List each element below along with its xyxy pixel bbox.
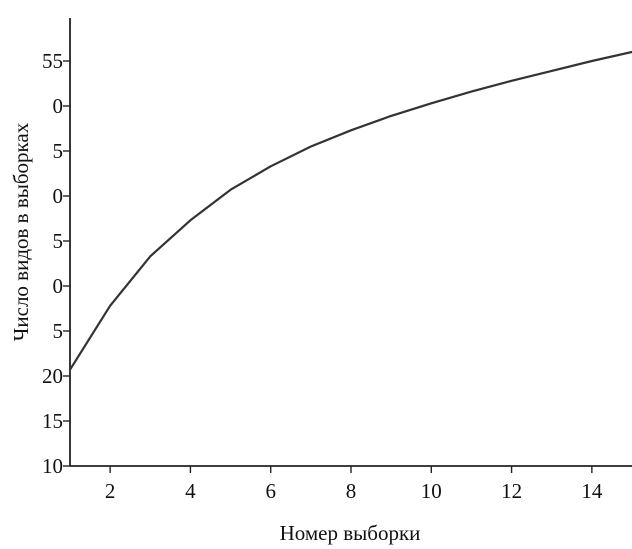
x-tick-label: 6 <box>265 479 276 503</box>
series-line <box>68 50 632 371</box>
y-axis-ticks: 10 15 20 5 0 5 0 5 0 55 <box>42 49 70 478</box>
y-tick-label: 5 <box>53 319 64 343</box>
y-tick-label: 0 <box>53 184 64 208</box>
x-axis-title: Номер выборки <box>280 521 421 545</box>
y-tick-label: 0 <box>53 274 64 298</box>
x-tick-label: 2 <box>105 479 116 503</box>
series-layer <box>68 50 632 371</box>
x-axis-ticks: 2 4 6 8 10 12 14 <box>105 466 603 503</box>
y-tick-label: 10 <box>42 454 63 478</box>
y-tick-label: 5 <box>53 139 64 163</box>
x-tick-label: 4 <box>185 479 196 503</box>
x-tick-label: 12 <box>501 479 522 503</box>
x-tick-label: 10 <box>421 479 442 503</box>
y-tick-label: 5 <box>53 229 64 253</box>
axes <box>69 18 632 467</box>
x-tick-label: 8 <box>346 479 357 503</box>
x-tick-label: 14 <box>581 479 603 503</box>
y-axis-title: Число видов в выборках <box>9 122 33 341</box>
y-tick-label: 15 <box>42 409 63 433</box>
y-tick-label: 0 <box>53 94 64 118</box>
y-tick-label: 55 <box>42 49 63 73</box>
y-tick-label: 20 <box>42 364 63 388</box>
